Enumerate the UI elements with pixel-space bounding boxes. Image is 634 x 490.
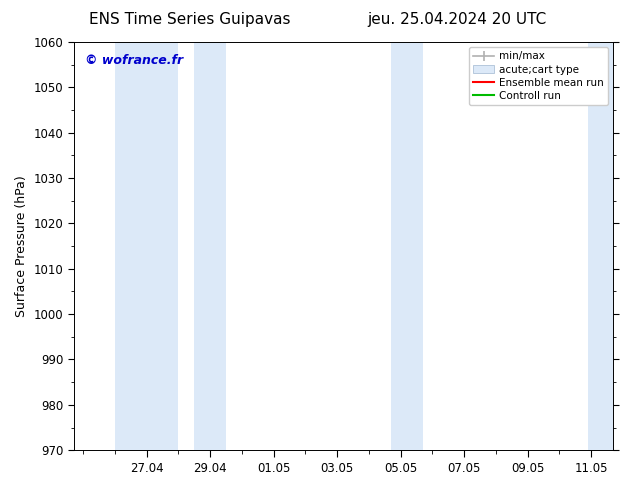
Text: © wofrance.fr: © wofrance.fr [84, 54, 183, 67]
Legend: min/max, acute;cart type, Ensemble mean run, Controll run: min/max, acute;cart type, Ensemble mean … [469, 47, 608, 105]
Text: jeu. 25.04.2024 20 UTC: jeu. 25.04.2024 20 UTC [367, 12, 546, 27]
Bar [391, 42, 423, 450]
Bar [115, 42, 179, 450]
Bar [195, 42, 226, 450]
Text: ENS Time Series Guipavas: ENS Time Series Guipavas [89, 12, 291, 27]
Y-axis label: Surface Pressure (hPa): Surface Pressure (hPa) [15, 175, 28, 317]
Bar [588, 42, 614, 450]
